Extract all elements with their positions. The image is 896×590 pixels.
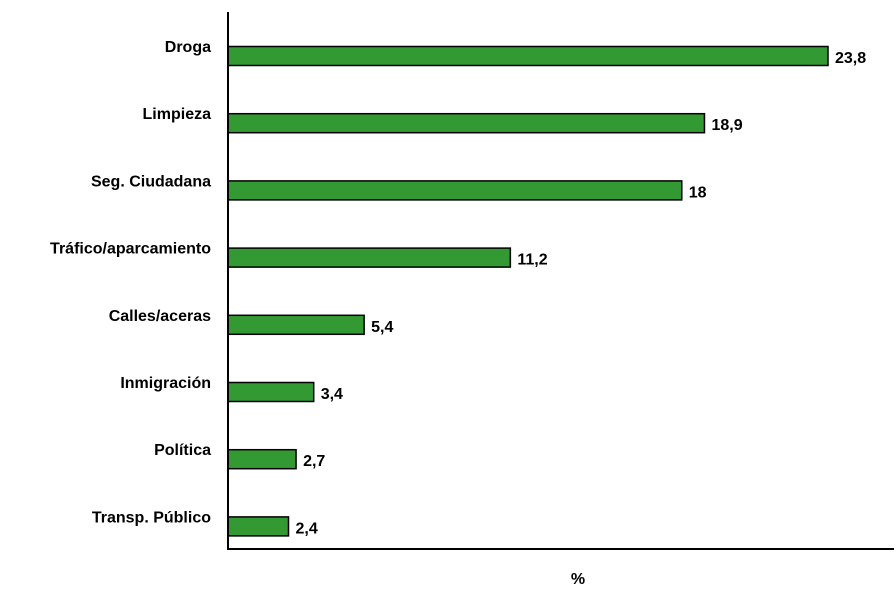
category-label-2: Seg. Ciudadana xyxy=(91,173,211,190)
bar-7 xyxy=(227,516,290,537)
value-label-4: 5,4 xyxy=(371,319,393,336)
category-label-1: Limpieza xyxy=(143,106,212,123)
value-label-1: 18,9 xyxy=(711,117,742,134)
value-label-5: 3,4 xyxy=(321,386,343,403)
category-label-4: Calles/aceras xyxy=(109,308,211,325)
bar-2 xyxy=(227,180,683,201)
bar-5 xyxy=(227,381,315,403)
bar-1 xyxy=(227,112,706,134)
value-label-3: 11,2 xyxy=(517,252,547,269)
bar-3 xyxy=(227,247,512,268)
bar-6 xyxy=(227,448,297,470)
category-label-3: Tráfico/aparcamiento xyxy=(50,241,211,258)
category-label-7: Transp. Público xyxy=(92,509,211,526)
value-label-6: 2,7 xyxy=(303,453,325,470)
category-label-6: Política xyxy=(154,442,211,459)
category-label-0: Droga xyxy=(165,39,211,56)
bar-0 xyxy=(227,45,829,67)
value-label-2: 18 xyxy=(689,184,707,201)
x-axis-title: % xyxy=(571,571,585,588)
bar-4 xyxy=(227,314,365,336)
value-labels-group: 23,8 18,9 18 11,2 5,4 3,4 2,7 2,4 xyxy=(296,50,867,537)
value-label-0: 23,8 xyxy=(835,50,866,67)
value-label-7: 2,4 xyxy=(296,520,318,537)
category-labels-group: Droga Limpieza Seg. Ciudadana Tráfico/aparc… xyxy=(50,39,211,526)
category-label-5: Inmigración xyxy=(120,375,211,392)
